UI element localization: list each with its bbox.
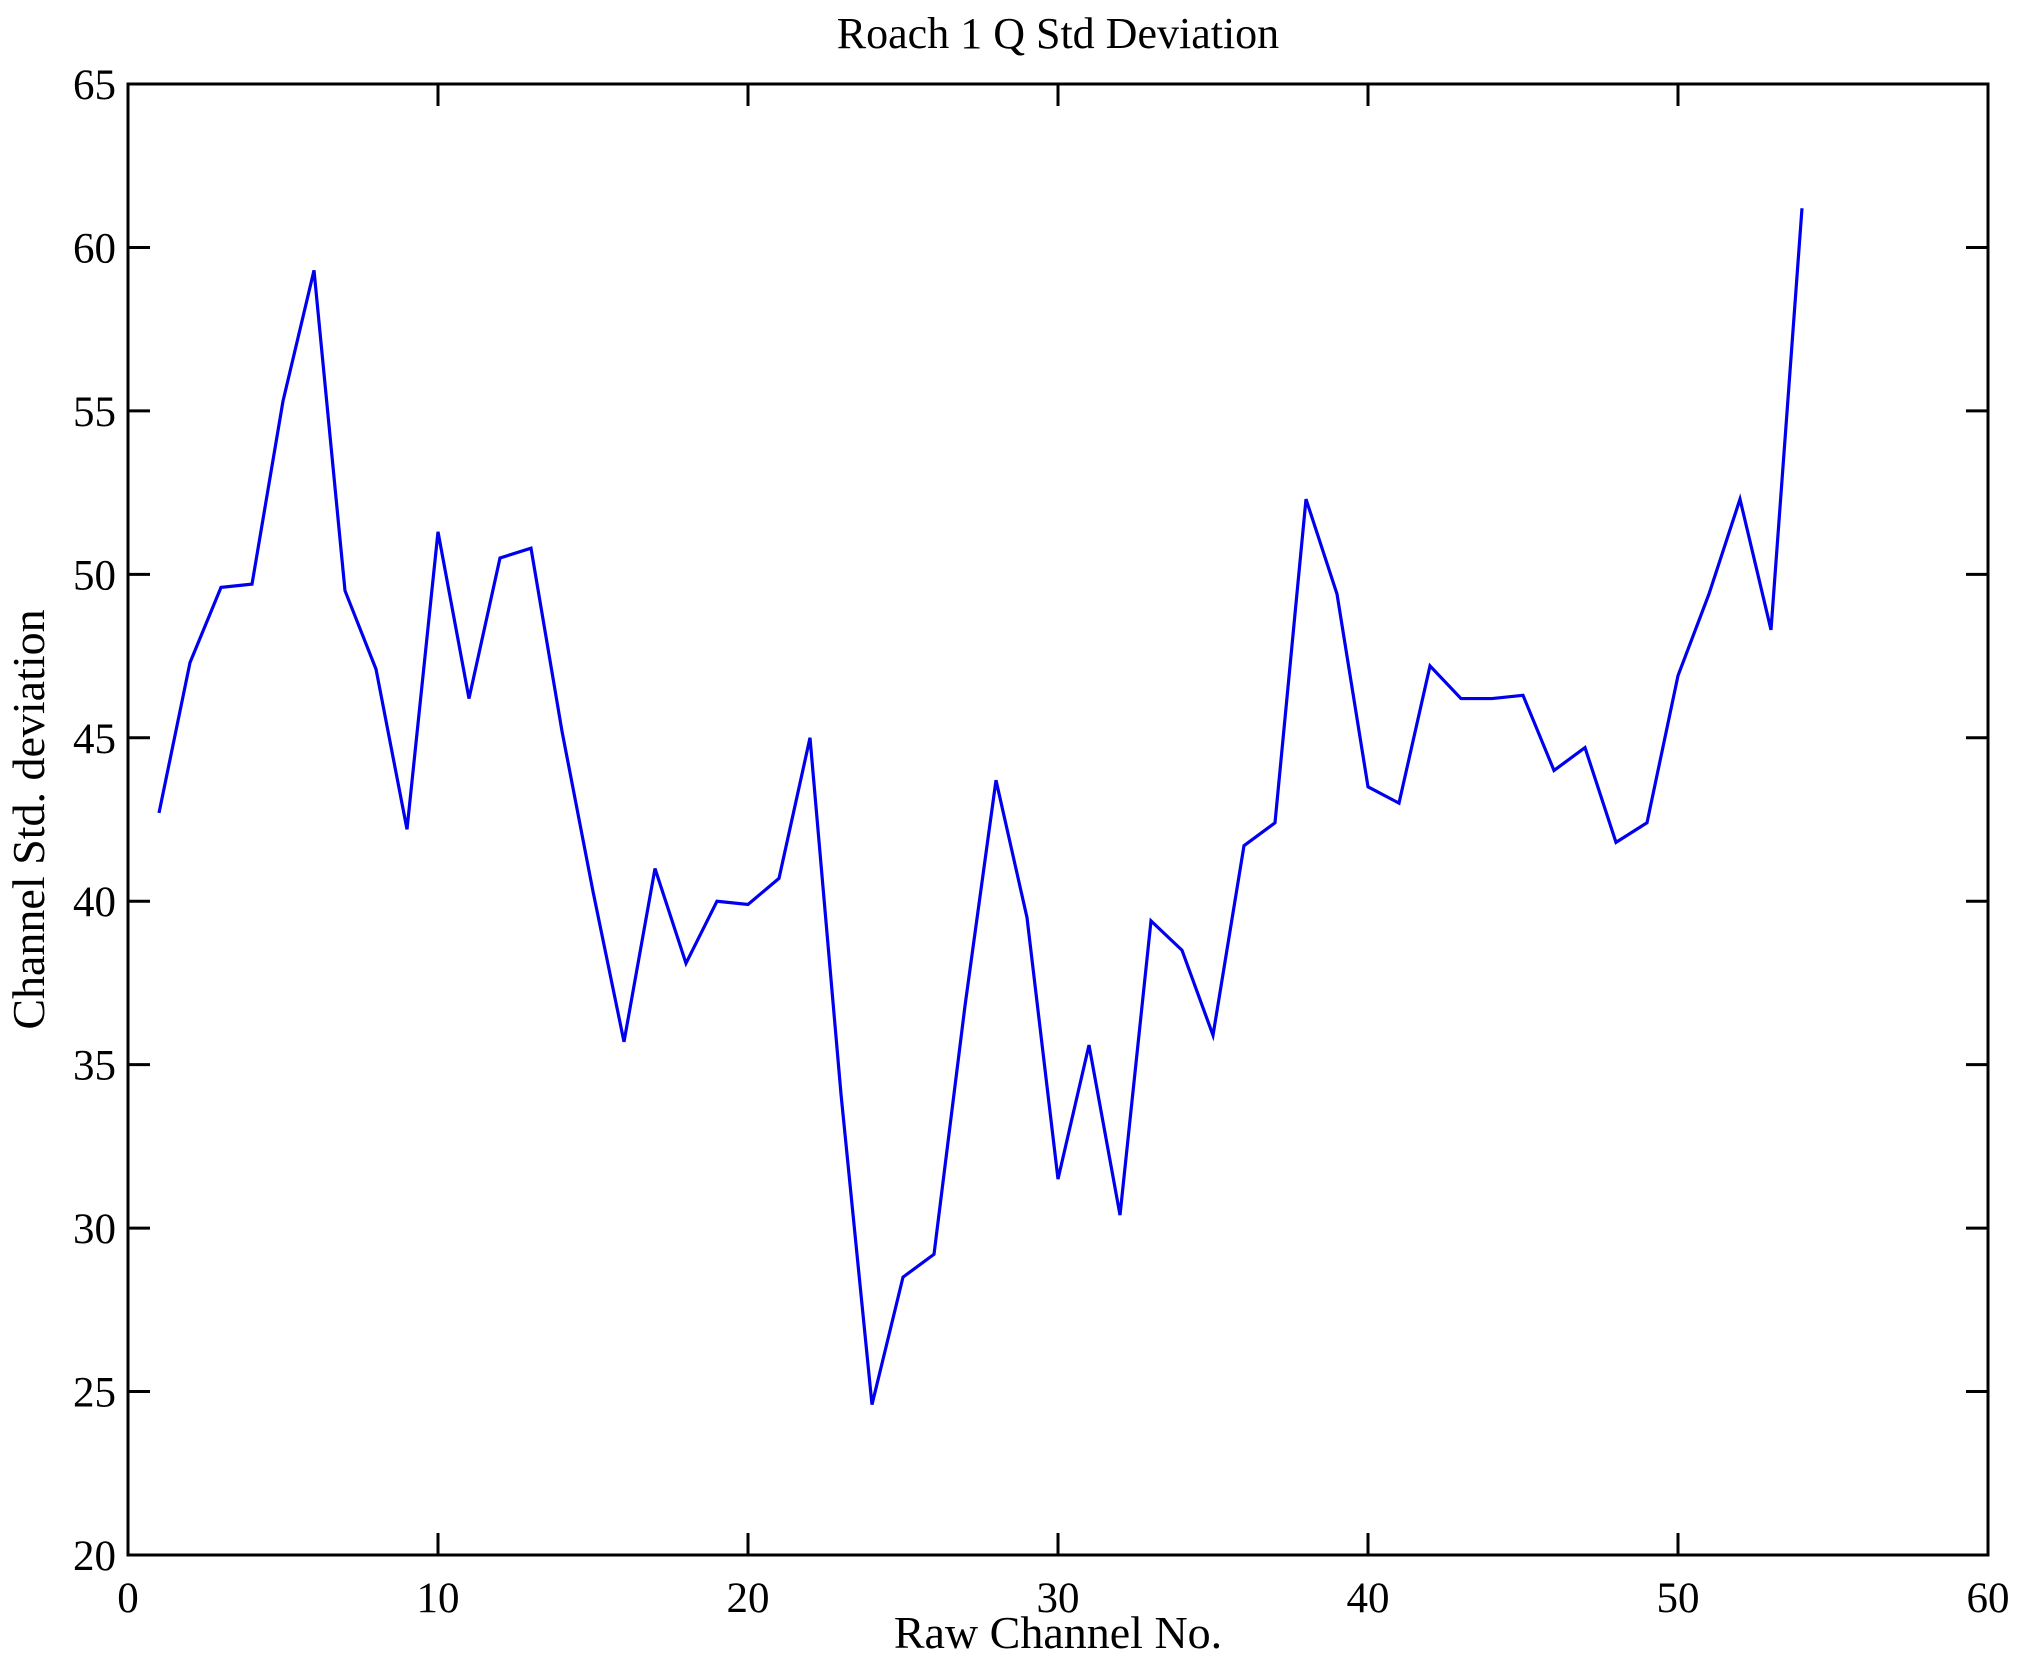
x-tick-label: 10 bbox=[417, 1575, 460, 1622]
x-axis-ticks: 0 10 20 30 40 50 60 bbox=[117, 84, 2010, 1622]
x-tick-label: 50 bbox=[1657, 1575, 1700, 1622]
y-axis-ticks: 20 25 30 35 40 45 50 55 60 65 bbox=[73, 62, 1988, 1580]
y-tick-label: 40 bbox=[73, 879, 116, 926]
x-tick-label: 60 bbox=[1967, 1575, 2010, 1622]
y-tick-label: 65 bbox=[73, 62, 116, 109]
data-series bbox=[157, 208, 1804, 1406]
y-tick-label: 30 bbox=[73, 1206, 116, 1253]
std-deviation-line bbox=[157, 208, 1804, 1406]
x-axis-label: Raw Channel No. bbox=[894, 1607, 1222, 1658]
y-tick-label: 55 bbox=[73, 389, 116, 436]
y-tick-label: 45 bbox=[73, 716, 116, 763]
y-tick-label: 60 bbox=[73, 225, 116, 272]
chart-title: Roach 1 Q Std Deviation bbox=[837, 9, 1279, 58]
y-axis-label: Channel Std. deviation bbox=[3, 609, 54, 1029]
y-tick-label: 20 bbox=[73, 1533, 116, 1580]
y-tick-label: 25 bbox=[73, 1370, 116, 1417]
x-tick-label: 30 bbox=[1037, 1575, 1080, 1622]
y-tick-label: 50 bbox=[73, 552, 116, 599]
y-tick-label: 35 bbox=[73, 1043, 116, 1090]
x-tick-label: 20 bbox=[727, 1575, 770, 1622]
x-tick-label: 40 bbox=[1347, 1575, 1390, 1622]
x-tick-label: 0 bbox=[117, 1575, 139, 1622]
